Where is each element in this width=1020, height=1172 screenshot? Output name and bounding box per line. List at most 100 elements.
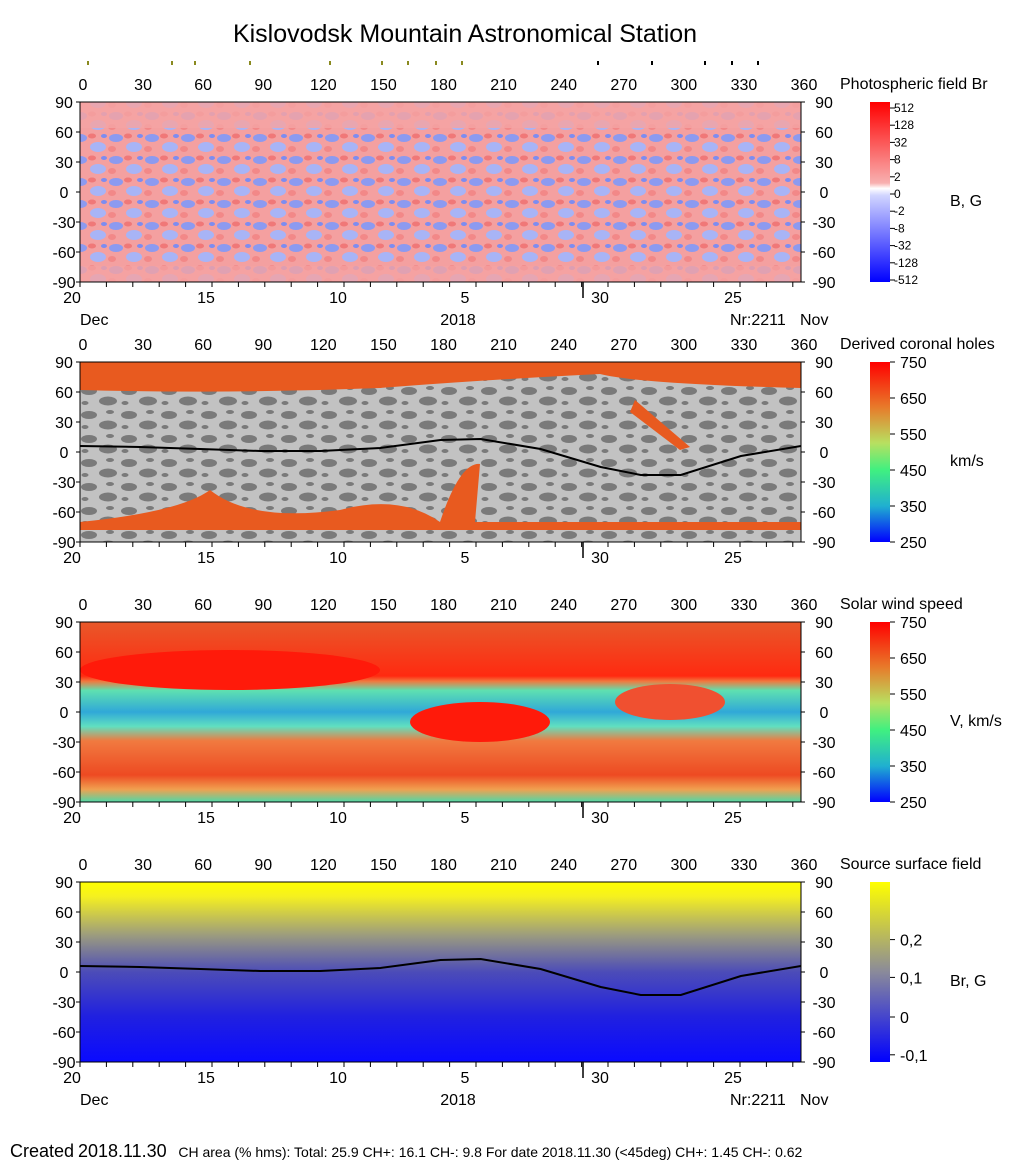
- colorbar-tick-label: 250: [900, 535, 927, 552]
- colorbar-tick-label: -0,1: [900, 1048, 928, 1065]
- longitude-tick-label: 150: [370, 857, 397, 874]
- colorbar-tick-label: 750: [900, 615, 927, 632]
- longitude-tick-label: 30: [134, 337, 152, 354]
- latitude-tick-right: -60: [812, 245, 835, 262]
- longitude-tick-label: 210: [490, 337, 517, 354]
- latitude-tick-left: 60: [55, 905, 73, 922]
- longitude-tick-label: 360: [791, 77, 818, 94]
- latitude-tick-left: 60: [55, 645, 73, 662]
- date-tick-label: 25: [724, 1070, 742, 1087]
- unit-label: B, G: [950, 193, 982, 210]
- longitude-tick-label: 150: [370, 597, 397, 614]
- longitude-tick-label: 180: [430, 857, 457, 874]
- longitude-tick-label: 360: [791, 597, 818, 614]
- colorbar-tick-label: 128: [894, 118, 914, 132]
- longitude-tick-label: 240: [550, 857, 577, 874]
- date-tick-label: 30: [591, 1070, 609, 1087]
- month-left-label: Dec: [80, 1092, 108, 1109]
- latitude-tick-left: -30: [52, 735, 75, 752]
- longitude-tick-label: 270: [610, 597, 637, 614]
- longitude-tick-label: 240: [550, 77, 577, 94]
- colorbar: [870, 362, 890, 542]
- longitude-tick-label: 210: [490, 857, 517, 874]
- colorbar: [870, 882, 890, 1062]
- latitude-tick-right: 30: [815, 415, 833, 432]
- plot-area: [80, 622, 801, 802]
- date-tick-label: 15: [197, 810, 215, 827]
- latitude-tick-left: 0: [60, 965, 69, 982]
- longitude-tick-label: 300: [670, 77, 697, 94]
- longitude-tick-label: 180: [430, 597, 457, 614]
- latitude-tick-right: 90: [815, 355, 833, 372]
- latitude-tick-right: -90: [812, 535, 835, 552]
- longitude-tick-label: 120: [310, 337, 337, 354]
- month-right-label: Nov: [800, 312, 828, 329]
- latitude-tick-right: 60: [815, 125, 833, 142]
- map-fill: [80, 102, 801, 282]
- latitude-tick-left: -60: [52, 1025, 75, 1042]
- neutral-line: [80, 957, 801, 996]
- colorbar-tick-label: 250: [900, 795, 927, 812]
- fast-wind-east: [615, 684, 725, 720]
- latitude-tick-right: 90: [815, 95, 833, 112]
- colorbar-tick-label: 550: [900, 687, 927, 704]
- colorbar-tick-label: 450: [900, 463, 927, 480]
- panel-title: Source surface field: [840, 856, 981, 873]
- year-label: 2018: [440, 312, 476, 329]
- rotation-label: Nr:2211: [730, 312, 786, 329]
- latitude-tick-right: -30: [812, 475, 835, 492]
- ch-area-stats: CH area (% hms): Total: 25.9 CH+: 16.1 C…: [178, 1144, 803, 1160]
- date-tick-label: 25: [724, 810, 742, 827]
- latitude-tick-left: 0: [60, 445, 69, 462]
- longitude-tick-label: 30: [134, 77, 152, 94]
- south-coronal-hole: [80, 463, 801, 530]
- latitude-tick-left: 90: [55, 95, 73, 112]
- latitude-tick-right: 90: [815, 875, 833, 892]
- colorbar-tick-label: 350: [900, 759, 927, 776]
- latitude-tick-left: 0: [60, 705, 69, 722]
- date-tick-label: 15: [197, 550, 215, 567]
- colorbar-tick-label: 750: [900, 355, 927, 372]
- longitude-tick-label: 90: [254, 857, 272, 874]
- page-title: Kislovodsk Mountain Astronomical Station: [232, 20, 698, 48]
- longitude-tick-label: 0: [79, 337, 88, 354]
- longitude-tick-label: 300: [670, 597, 697, 614]
- colorbar-tick-label: 32: [894, 135, 908, 149]
- latitude-tick-left: -90: [52, 795, 75, 812]
- month-right-label: Nov: [800, 1092, 828, 1109]
- latitude-tick-right: -30: [812, 735, 835, 752]
- panel-title: Derived coronal holes: [840, 336, 995, 353]
- longitude-tick-label: 210: [490, 597, 517, 614]
- date-tick-label: 15: [197, 290, 215, 307]
- panel-title: Photospheric field Br: [840, 76, 988, 93]
- colorbar-tick-label: -32: [894, 239, 912, 253]
- colorbar-tick-label: 450: [900, 723, 927, 740]
- latitude-tick-left: -30: [52, 995, 75, 1012]
- north-coronal-hole: [80, 362, 801, 392]
- north-polar-band: [80, 102, 801, 128]
- mid-coronal-hole: [630, 400, 690, 450]
- colorbar-tick-label: 2: [894, 170, 901, 184]
- latitude-tick-left: 30: [55, 935, 73, 952]
- latitude-tick-right: 60: [815, 385, 833, 402]
- latitude-tick-left: -30: [52, 475, 75, 492]
- south-polar-band: [80, 266, 801, 282]
- latitude-tick-right: 0: [820, 185, 829, 202]
- longitude-tick-label: 90: [254, 597, 272, 614]
- date-tick-label: 30: [591, 290, 609, 307]
- latitude-tick-right: -60: [812, 765, 835, 782]
- map-fill: [80, 882, 801, 1062]
- latitude-tick-left: 60: [55, 125, 73, 142]
- longitude-tick-label: 330: [731, 857, 758, 874]
- colorbar-tick-label: 512: [894, 101, 914, 115]
- month-left-label: Dec: [80, 312, 108, 329]
- unit-label: Br, G: [950, 973, 986, 990]
- rotation-label: Nr:2211: [730, 1092, 786, 1109]
- latitude-tick-right: 60: [815, 645, 833, 662]
- colorbar-tick-label: 0,2: [900, 933, 922, 950]
- longitude-tick-label: 0: [79, 597, 88, 614]
- longitude-tick-label: 60: [194, 857, 212, 874]
- latitude-tick-right: -60: [812, 1025, 835, 1042]
